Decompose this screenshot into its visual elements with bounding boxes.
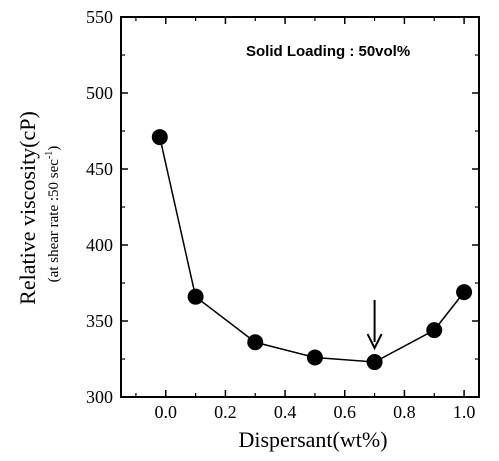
x-tick-label: 0.6: [334, 402, 357, 422]
y-tick-label: 500: [86, 83, 113, 103]
x-tick-label: 0.8: [393, 402, 416, 422]
x-axis-label: Dispersant(wt%): [238, 427, 387, 452]
x-tick-label: 0.0: [155, 402, 178, 422]
x-tick-label: 0.2: [214, 402, 237, 422]
y-axis-label: Relative viscosity(cP): [15, 111, 40, 305]
series-line: [159, 136, 465, 363]
y-tick-label: 350: [86, 311, 113, 331]
data-point: [366, 354, 383, 371]
x-tick-label: 1.0: [453, 402, 476, 422]
y-tick-label: 400: [86, 235, 113, 255]
y-tick-label: 300: [86, 387, 113, 407]
y-tick-label: 450: [86, 159, 113, 179]
y-axis-sublabel: (at shear rate :50 sec-1): [44, 146, 62, 283]
x-tick-label: 0.4: [274, 402, 297, 422]
data-point: [456, 284, 473, 301]
y-axis-sublabel-exponent: -1: [44, 151, 55, 159]
y-axis-sublabel-end: ): [46, 146, 62, 151]
data-point: [247, 334, 264, 351]
data-point: [426, 322, 443, 339]
y-tick-label: 550: [86, 7, 113, 27]
solid-loading-annotation: Solid Loading : 50vol%: [246, 43, 410, 60]
data-point: [306, 349, 323, 366]
y-axis-sublabel-main: (at shear rate :50 sec: [46, 159, 62, 283]
minimum-arrow: [366, 300, 383, 351]
data-point: [151, 129, 168, 146]
data-point: [187, 288, 204, 305]
arrow-head: [366, 333, 383, 351]
